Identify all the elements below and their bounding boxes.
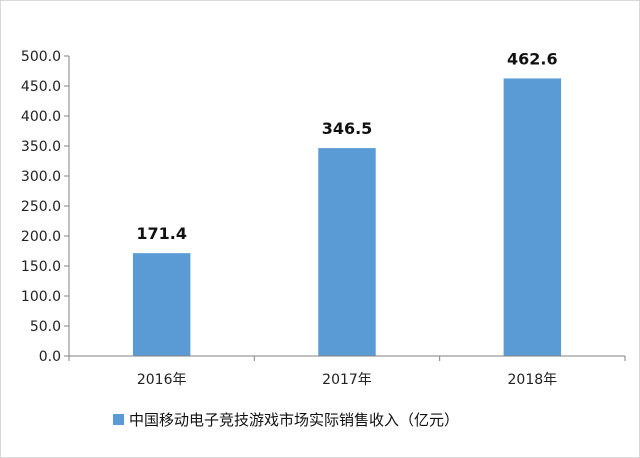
y-tick-label: 50.0 bbox=[30, 319, 61, 335]
x-tick-label: 2016年 bbox=[137, 372, 187, 388]
data-label: 462.6 bbox=[507, 49, 558, 68]
y-tick-label: 350.0 bbox=[21, 139, 61, 155]
y-tick-label: 300.0 bbox=[21, 169, 61, 185]
bar-2016年 bbox=[132, 253, 191, 356]
y-tick-label: 150.0 bbox=[21, 259, 61, 275]
x-tick-label: 2017年 bbox=[322, 372, 372, 388]
legend-swatch bbox=[113, 414, 124, 425]
data-label: 171.4 bbox=[136, 224, 187, 243]
bar-2017年 bbox=[318, 148, 376, 356]
y-tick-label: 450.0 bbox=[21, 79, 61, 95]
y-tick-label: 500.0 bbox=[21, 49, 61, 65]
data-labels: 171.4 346.5 462.6 bbox=[136, 49, 557, 243]
legend-label: 中国移动电子竞技游戏市场实际销售收入（亿元） bbox=[129, 411, 459, 429]
x-tick-label: 2018年 bbox=[508, 372, 558, 388]
legend: 中国移动电子竞技游戏市场实际销售收入（亿元） bbox=[113, 411, 459, 429]
y-tick-label: 0.0 bbox=[39, 349, 61, 365]
bar-2018年 bbox=[503, 78, 562, 356]
x-axis: 2016年 2017年 2018年 bbox=[68, 355, 626, 388]
y-tick-label: 250.0 bbox=[21, 199, 61, 215]
y-tick-label: 200.0 bbox=[21, 229, 61, 245]
y-tick-label: 400.0 bbox=[21, 109, 61, 125]
bars bbox=[132, 78, 562, 356]
y-tick-label: 100.0 bbox=[21, 289, 61, 305]
y-axis: 0.0 50.0 100.0 150.0 200.0 250.0 300.0 350.0 400… bbox=[21, 49, 70, 365]
data-label: 346.5 bbox=[322, 119, 373, 138]
